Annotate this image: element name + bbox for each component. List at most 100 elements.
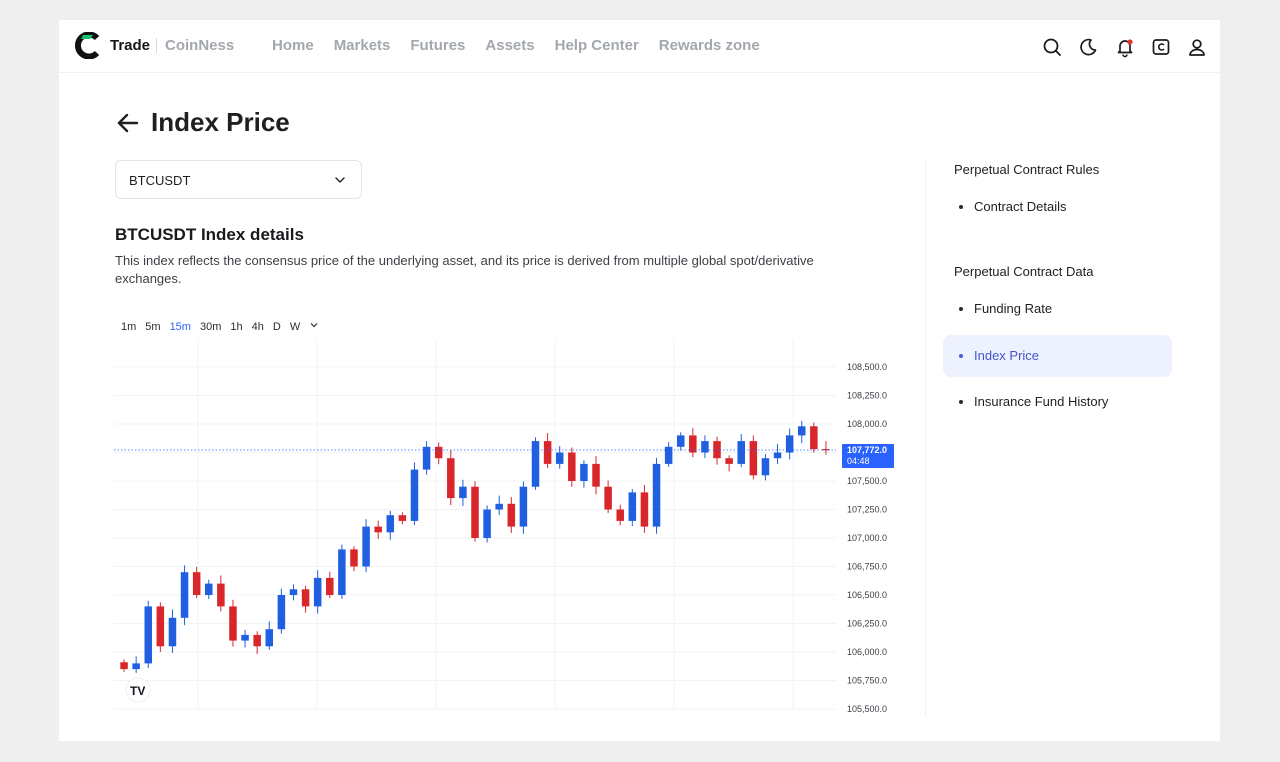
candle-body [785,435,794,453]
candle-body [483,509,491,538]
candle-body [326,577,334,595]
candle-body [495,503,503,510]
candle-body [120,662,128,670]
candle-body [604,486,612,510]
candle-body [338,549,346,595]
candle-body [241,634,249,641]
candle-body [580,463,588,481]
nav-assets[interactable]: Assets [485,37,535,54]
candle-body [810,426,818,450]
candle-body [676,435,685,447]
candle-body [386,515,395,533]
interval-more-chevron-icon[interactable] [309,320,319,333]
candle-body [192,572,201,595]
brand-divider [156,38,157,53]
y-tick-label: 107,000.0 [847,533,887,543]
candle-body [422,446,431,470]
nav-help-center[interactable]: Help Center [554,37,639,54]
nav-markets[interactable]: Markets [333,37,391,54]
sidebar-item-label: Insurance Fund History [974,394,1109,409]
interval-d[interactable]: D [272,320,281,333]
symbol-select-value: BTCUSDT [129,173,191,188]
sidebar-item-index-price[interactable]: Index Price [943,335,1172,377]
search-icon[interactable] [1041,36,1063,58]
candle-body [459,486,467,499]
candle-body [132,663,140,670]
interval-1h[interactable]: 1h [230,320,243,333]
arrow-left-icon[interactable] [116,111,140,135]
sidebar-item-label: Contract Details [974,199,1067,214]
candle-body [362,526,370,567]
y-tick-label: 105,750.0 [847,676,887,686]
candle-body [410,469,419,521]
candle-body [168,617,177,647]
candle-body [664,446,673,464]
sidebar-item-contract-details[interactable]: Contract Details [943,186,1172,228]
bell-icon[interactable] [1114,36,1136,58]
sidebar-item-insurance-fund-history[interactable]: Insurance Fund History [943,381,1172,423]
candle-body [398,515,407,521]
last-price-badge [842,443,894,468]
candle-body [749,441,758,476]
sidebar-group-data: Perpetual Contract Data [954,264,1094,279]
candle-body [434,446,443,459]
candle-body [543,441,552,464]
candle-body [253,634,261,647]
candle-body [568,452,576,481]
bullet-icon [959,307,963,311]
interval-toolbar: 1m 5m 15m 30m 1h 4h D W [121,320,319,333]
moon-icon[interactable] [1077,36,1099,58]
candle-body [277,595,286,630]
candle-body [761,458,770,476]
app-window: Trade CoinNess Home Markets Futures Asse… [59,20,1220,741]
candle-body [350,549,358,567]
y-tick-label: 105,500.0 [847,704,887,714]
candle-body [555,452,564,464]
interval-30m[interactable]: 30m [199,320,222,333]
candle-body [447,458,455,499]
interval-15m[interactable]: 15m [169,320,191,333]
candle-body [144,606,153,664]
candle-body [265,629,274,647]
sidebar-group-rules: Perpetual Contract Rules [954,162,1100,177]
interval-4h[interactable]: 4h [251,320,264,333]
nav-futures[interactable]: Futures [410,37,466,54]
symbol-select[interactable]: BTCUSDT [115,160,362,199]
y-tick-label: 108,250.0 [847,391,887,401]
candle-body [229,606,237,641]
brand-logo[interactable] [74,31,102,60]
candle-body [592,463,600,487]
candle-body [640,492,649,527]
sidebar-item-label: Index Price [974,348,1040,363]
candle-body [471,486,479,538]
candle-body [301,589,310,607]
y-tick-label: 108,500.0 [847,362,887,372]
bullet-icon [959,400,963,404]
candle-body [531,441,540,487]
wallet-icon[interactable] [1150,36,1172,58]
candle-body [773,452,782,459]
sidebar-item-label: Funding Rate [974,301,1053,316]
candle-body [689,435,697,453]
page-title: Index Price [151,107,290,137]
interval-1m[interactable]: 1m [121,320,137,333]
price-chart[interactable]: 108,500.0108,250.0108,000.0107,750.0107,… [114,340,904,720]
nav-rewards-zone[interactable]: Rewards zone [658,37,760,54]
details-title: BTCUSDT Index details [115,225,304,244]
interval-5m[interactable]: 5m [145,320,161,333]
y-tick-label: 106,250.0 [847,619,887,629]
user-icon[interactable] [1186,36,1208,58]
details-description: This index reflects the consensus price … [115,253,814,286]
last-price-label: 107,772.0 [847,445,887,455]
candle-body [737,441,745,464]
candle-body [797,426,806,436]
nav-home[interactable]: Home [272,37,314,54]
sidebar-item-funding-rate[interactable]: Funding Rate [943,288,1172,330]
candle-body [180,572,189,618]
watermark-label: TV [130,684,145,698]
brand-partner[interactable]: CoinNess [165,37,235,54]
interval-w[interactable]: W [289,320,301,333]
candle-body [289,589,298,595]
y-tick-label: 107,500.0 [847,476,887,486]
brand-name[interactable]: Trade [110,37,151,54]
